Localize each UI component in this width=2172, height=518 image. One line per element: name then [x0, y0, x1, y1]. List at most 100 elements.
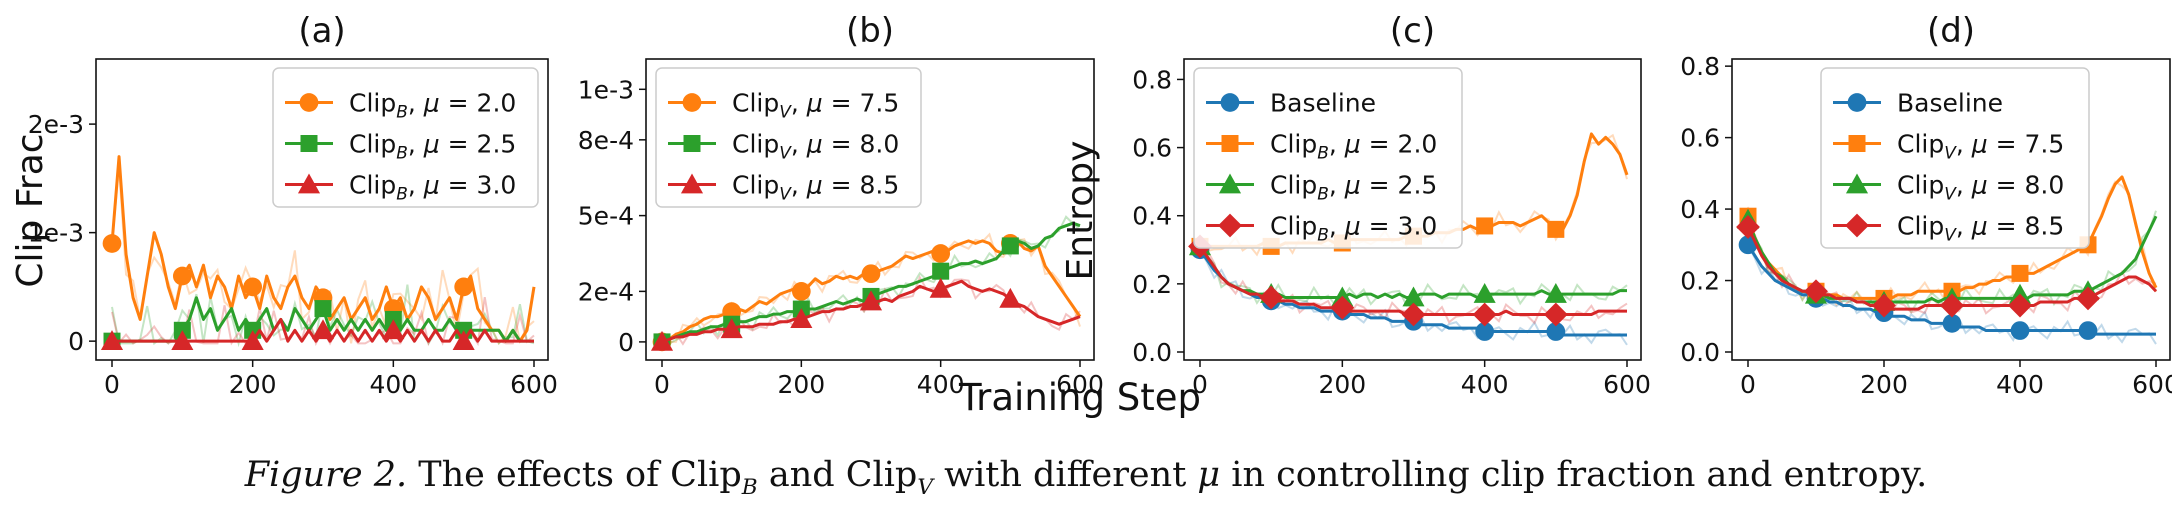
legend-label: ClipV, μ = 8.0 — [732, 130, 899, 164]
point-marker-40 — [1475, 322, 1495, 341]
x-tick-label: 400 — [1461, 370, 1509, 399]
panel-title: (a) — [298, 11, 345, 51]
legend-box — [272, 67, 539, 208]
series-markers — [1736, 215, 2100, 318]
panel-b: (b) 0 200 400 600 0 2e-4 5e-4 8e-4 1e-3 ClipV, μ =… — [578, 11, 1104, 399]
plot-frame — [95, 58, 549, 361]
legend-label: ClipV, μ = 8.5 — [1897, 212, 2064, 246]
x-tick-label: 600 — [2132, 370, 2172, 399]
caption-part2: and Clip — [757, 455, 918, 495]
point-marker-30 — [1401, 302, 1426, 327]
point-marker-30 — [1402, 286, 1425, 307]
y-tick-label: 0.6 — [1132, 134, 1172, 163]
point-marker-40 — [2008, 293, 2032, 318]
x-tick-label: 0 — [1192, 370, 1208, 399]
legend-marker-0 — [682, 93, 702, 112]
legend: ClipB, μ = 2.0 ClipB, μ = 2.5 ClipB, μ = 3… — [272, 67, 539, 208]
y-tick-label: 2e-3 — [28, 110, 84, 139]
point-marker-50 — [1543, 302, 1568, 327]
legend: Baseline ClipV, μ = 7.5 ClipV, μ = 8.0 Clip… — [1820, 67, 2090, 249]
y-axis-label: Clip Frac — [10, 133, 51, 287]
legend-label: ClipB, μ = 2.0 — [349, 89, 516, 123]
caption-part1: The effects of Clip — [418, 455, 742, 495]
legend-marker-3 — [1218, 213, 1242, 238]
x-tick-label: 200 — [1318, 370, 1366, 399]
y-tick-label: 1e-3 — [28, 219, 84, 248]
legend-label: ClipV, μ = 7.5 — [732, 89, 899, 123]
panel-title: (d) — [1927, 11, 1975, 51]
point-marker-10 — [1259, 285, 1284, 310]
y-tick-label: 0.2 — [1680, 267, 1720, 296]
legend: ClipV, μ = 7.5 ClipV, μ = 8.0 ClipV, μ = 8… — [655, 67, 922, 208]
y-tick-label: 1e-3 — [578, 75, 634, 104]
y-tick-label: 8e-4 — [578, 126, 634, 155]
x-tick-label: 200 — [1860, 370, 1908, 399]
point-marker-40 — [1472, 302, 1497, 327]
legend-marker-2 — [1845, 173, 1869, 194]
y-tick-label: 0.4 — [1132, 202, 1172, 231]
legend-label: ClipV, μ = 8.0 — [1897, 171, 2064, 205]
x-tick-label: 0 — [654, 370, 670, 399]
point-marker-0 — [650, 330, 674, 351]
y-tick-label: 0.8 — [1680, 52, 1720, 81]
point-marker-30 — [311, 319, 335, 340]
legend-label: ClipV, μ = 8.5 — [732, 171, 899, 205]
legend-label: ClipB, μ = 2.0 — [1270, 130, 1437, 164]
point-marker-50 — [1001, 237, 1019, 255]
caption-part3: with different — [933, 455, 1198, 495]
legend-label: ClipB, μ = 3.0 — [349, 171, 516, 205]
caption-sub1: B — [741, 475, 758, 500]
y-tick-label: 0.6 — [1680, 124, 1720, 153]
caption-lead: Figure 2. — [244, 455, 408, 495]
point-marker-40 — [929, 277, 952, 298]
legend-marker-0 — [1847, 93, 1867, 112]
point-marker-20 — [791, 282, 811, 301]
series-markers — [650, 277, 1022, 351]
point-marker-10 — [1804, 279, 1828, 304]
y-tick-label: 0.2 — [1132, 270, 1172, 299]
caption-part4: in controlling clip fraction and entropy… — [1220, 455, 1928, 495]
figure: Training Step (a)0 200 400 60001e-32e-3Clip… — [10, 11, 2172, 419]
point-marker-50 — [1546, 322, 1566, 341]
x-tick-label: 400 — [917, 370, 965, 399]
x-tick-label: 0 — [1740, 370, 1756, 399]
legend-marker-1 — [1221, 135, 1239, 152]
point-marker-10 — [171, 330, 194, 350]
point-marker-10 — [720, 318, 743, 339]
legend-box — [1820, 67, 2090, 249]
legend-label: Baseline — [1897, 89, 2003, 118]
point-marker-30 — [1942, 314, 1962, 333]
point-marker-20 — [241, 330, 264, 350]
figure-caption: Figure 2. The effects of ClipB and ClipV… — [0, 455, 2172, 500]
legend-marker-0 — [299, 93, 319, 112]
legend-marker-3 — [1845, 213, 1869, 238]
plot-frame — [645, 58, 1095, 361]
legend-marker-2 — [680, 173, 704, 194]
series-layer — [100, 155, 536, 350]
point-marker-40 — [932, 262, 950, 280]
point-marker-0 — [102, 234, 122, 253]
y-tick-label: 0.0 — [1680, 338, 1720, 367]
legend-marker-2 — [1218, 173, 1242, 194]
point-marker-40 — [382, 319, 405, 340]
y-tick-label: 0 — [68, 327, 84, 356]
y-tick-label: 0.8 — [1132, 65, 1172, 94]
point-marker-40 — [1473, 283, 1496, 303]
x-tick-label: 200 — [777, 370, 825, 399]
shared-x-axis-label: Training Step — [958, 376, 1201, 419]
point-marker-50 — [999, 287, 1022, 308]
panel-title: (b) — [846, 11, 894, 51]
legend-label: ClipB, μ = 2.5 — [349, 130, 516, 164]
x-tick-label: 0 — [104, 370, 120, 399]
y-tick-label: 5e-4 — [578, 202, 634, 231]
plot-frame — [1183, 58, 1642, 361]
y-tick-label: 0.4 — [1680, 195, 1720, 224]
point-marker-20 — [243, 277, 263, 297]
point-marker-50 — [1547, 220, 1565, 238]
panel-d: (d) 0 200 400 600 0.0 0.2 0.4 0.6 0.8 Baseline Clip… — [1680, 11, 2172, 399]
point-marker-0 — [100, 330, 124, 350]
x-tick-label: 600 — [1056, 370, 1104, 399]
point-marker-0 — [1736, 215, 1760, 239]
x-tick-label: 400 — [1996, 370, 2044, 399]
